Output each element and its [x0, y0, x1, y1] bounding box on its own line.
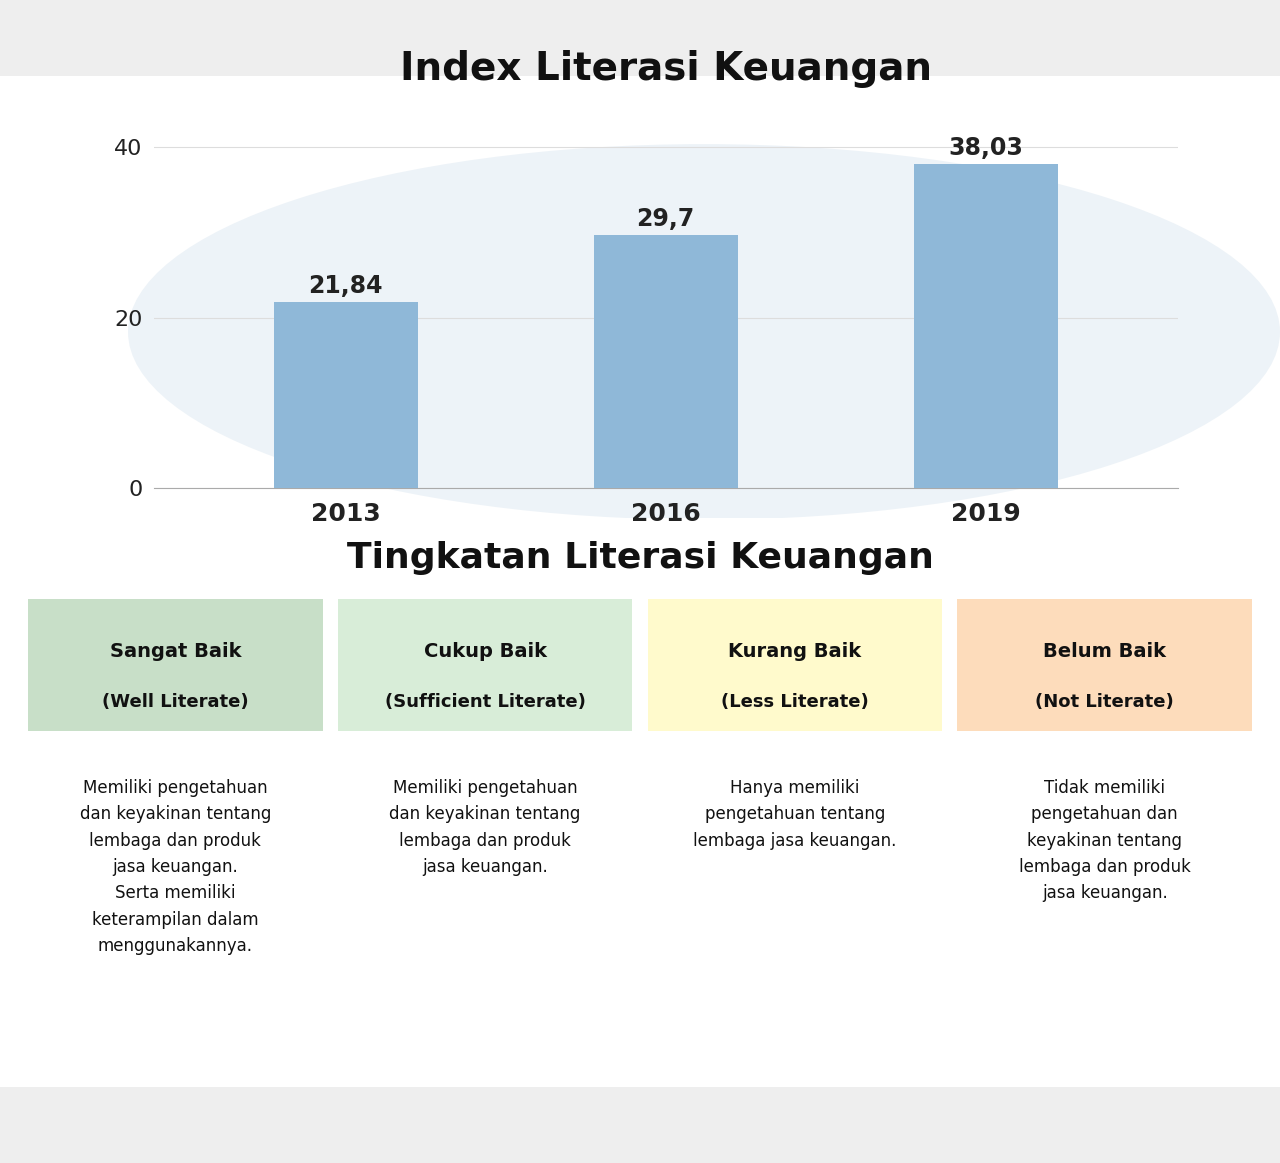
Text: Memiliki pengetahuan
dan keyakinan tentang
lembaga dan produk
jasa keuangan.
Ser: Memiliki pengetahuan dan keyakinan tenta… [79, 779, 271, 955]
Bar [914, 164, 1057, 488]
Text: Sangat Baik: Sangat Baik [110, 642, 241, 662]
Text: (Well Literate): (Well Literate) [102, 693, 248, 711]
Bar [1187, 10, 1240, 41]
Text: Tidak memiliki
pengetahuan dan
keyakinan tentang
lembaga dan produk
jasa keuanga: Tidak memiliki pengetahuan dan keyakinan… [1019, 779, 1190, 902]
Text: Hanya memiliki
pengetahuan tentang
lembaga jasa keuangan.: Hanya memiliki pengetahuan tentang lemba… [694, 779, 896, 849]
Text: (Not Literate): (Not Literate) [1036, 693, 1174, 711]
Text: 29,7: 29,7 [636, 207, 695, 231]
Bar [594, 235, 737, 488]
Text: (Sufficient Literate): (Sufficient Literate) [385, 693, 585, 711]
Bar [1128, 58, 1181, 69]
Text: Kurang Baik: Kurang Baik [728, 642, 861, 662]
Text: Belum Baik: Belum Baik [1043, 642, 1166, 662]
Title: Index Literasi Keuangan: Index Literasi Keuangan [399, 50, 932, 87]
Text: (Less Literate): (Less Literate) [721, 693, 869, 711]
Text: Tingkatan Literasi Keuangan: Tingkatan Literasi Keuangan [347, 541, 933, 576]
Ellipse shape [128, 144, 1280, 520]
Text: MENGEMBANGKAN KETERAMPILAN KEUANGAN: MENINGKATKAN PENGETAHUAN TENTANG PENGELOLAA: MENGEMBANGKAN KETERAMPILAN KEUANGAN: MEN… [247, 1119, 1033, 1134]
Text: 38,03: 38,03 [948, 136, 1023, 159]
Text: 21,84: 21,84 [308, 274, 383, 298]
Bar [274, 302, 417, 488]
FancyBboxPatch shape [32, 1096, 1248, 1157]
Text: Cukup Baik: Cukup Baik [424, 642, 547, 662]
FancyBboxPatch shape [13, 9, 358, 66]
Text: WWW.RAKSASARI.DESA.ID: WWW.RAKSASARI.DESA.ID [90, 30, 282, 45]
Text: Memiliki pengetahuan
dan keyakinan tentang
lembaga dan produk
jasa keuangan.: Memiliki pengetahuan dan keyakinan tenta… [389, 779, 581, 876]
Bar [1128, 36, 1181, 56]
